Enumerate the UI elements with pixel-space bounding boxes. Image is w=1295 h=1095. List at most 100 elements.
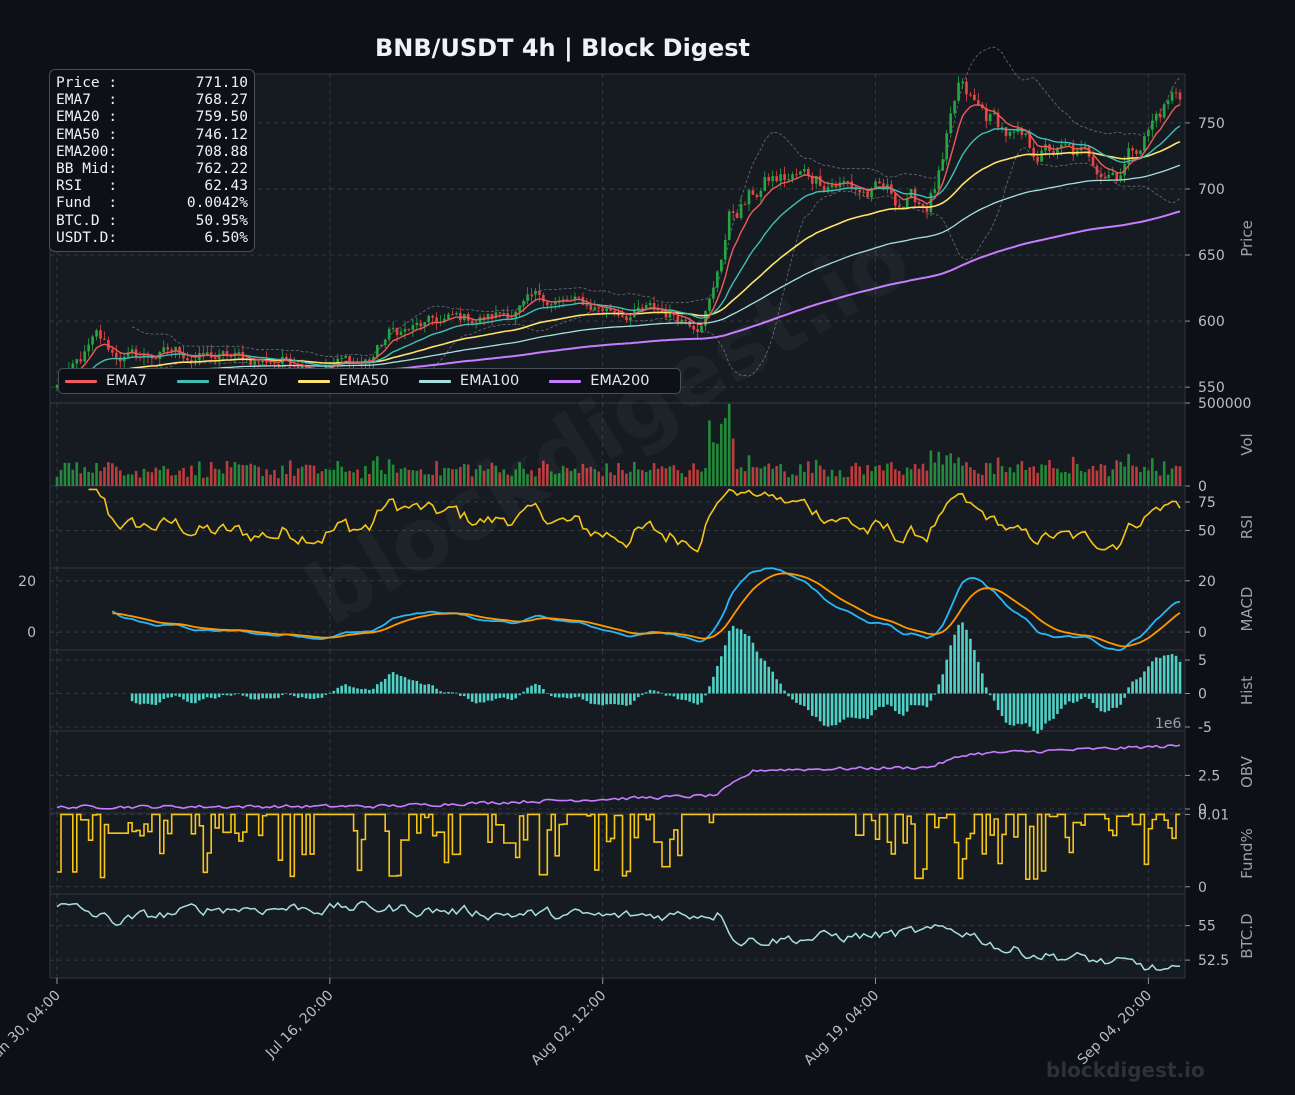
- volume-bar: [435, 460, 438, 486]
- volume-bar: [1151, 458, 1154, 486]
- volume-bar: [1174, 465, 1178, 486]
- volume-bar: [597, 471, 601, 486]
- volume-bar: [913, 464, 917, 486]
- candle-body: [178, 346, 181, 354]
- histogram-bar: [818, 693, 822, 722]
- histogram-bar: [526, 687, 529, 694]
- volume-bar: [182, 467, 185, 486]
- candle-body: [1127, 148, 1130, 164]
- candle-body: [814, 176, 818, 184]
- histogram-bar: [810, 693, 814, 716]
- candle-body: [684, 319, 688, 321]
- volume-bar: [221, 473, 225, 486]
- candle-body: [1071, 144, 1075, 156]
- candle-body: [383, 339, 387, 346]
- histogram-bar: [676, 693, 680, 700]
- candle-body: [534, 290, 537, 295]
- candle-body: [933, 189, 937, 193]
- volume-bar: [510, 475, 514, 486]
- histogram-bar: [684, 693, 688, 701]
- candle-body: [435, 317, 438, 323]
- histogram-bar: [229, 693, 233, 696]
- candle-body: [625, 316, 628, 321]
- y-tick-label: 0: [1198, 479, 1207, 495]
- candle-body: [961, 81, 964, 83]
- histogram-bar: [462, 693, 466, 697]
- volume-bar: [980, 474, 984, 486]
- volume-bar: [593, 469, 597, 486]
- histogram-bar: [929, 693, 933, 701]
- histogram-bar: [162, 693, 166, 699]
- histogram-bar: [692, 693, 695, 704]
- candle-body: [795, 174, 798, 176]
- volume-bar: [474, 469, 478, 486]
- histogram-bar: [324, 693, 328, 695]
- volume-bar: [249, 463, 253, 486]
- volume-bar: [71, 469, 75, 486]
- bollinger-lower-line: [131, 147, 1181, 386]
- histogram-bar: [731, 625, 735, 694]
- y-tick-label: 52.5: [1198, 953, 1229, 969]
- candle-body: [973, 94, 976, 101]
- y-tick-label: 0: [1198, 802, 1207, 818]
- candle-body: [494, 312, 498, 318]
- candle-body: [225, 351, 229, 356]
- candle-body: [99, 330, 102, 339]
- histogram-bar: [534, 683, 537, 694]
- volume-bar: [933, 462, 937, 486]
- candle-body: [126, 352, 130, 357]
- volume-bar: [700, 471, 703, 486]
- candle-body: [103, 338, 106, 340]
- volume-bar: [1139, 472, 1142, 486]
- histogram-bar: [221, 693, 225, 696]
- candle-body: [680, 319, 684, 323]
- volume-bar: [395, 472, 399, 486]
- candle-body: [344, 356, 347, 358]
- histogram-bar: [154, 693, 158, 706]
- volume-bar: [1016, 464, 1020, 486]
- histogram-bar: [625, 693, 628, 706]
- histogram-bar: [886, 693, 889, 705]
- candle-body: [783, 174, 786, 180]
- candle-body: [866, 191, 869, 198]
- volume-bar: [423, 474, 427, 486]
- candle-body: [1119, 175, 1122, 181]
- candle-body: [162, 347, 166, 353]
- volume-bar: [680, 473, 684, 486]
- volume-bar: [111, 463, 114, 486]
- histogram-bar: [1154, 657, 1158, 694]
- panel-obv: [49, 730, 1186, 814]
- btc-dominance-line: [56, 900, 1181, 971]
- histogram-bar: [138, 693, 142, 705]
- candle-body: [648, 303, 652, 306]
- volume-bar: [838, 470, 842, 486]
- histogram-bar: [988, 693, 992, 696]
- candle-body: [925, 206, 929, 213]
- histogram-bar: [716, 665, 719, 694]
- candle-body: [751, 190, 755, 195]
- histogram-bar: [822, 693, 826, 726]
- histogram-bar: [779, 683, 782, 694]
- y-axis-label: BTC.D: [1238, 913, 1256, 958]
- histogram-bar: [435, 688, 438, 694]
- volume-bar: [791, 474, 794, 486]
- volume-bar: [99, 471, 102, 486]
- y-tick-label: 5: [1198, 653, 1207, 669]
- volume-bar: [411, 470, 415, 486]
- histogram-bar: [1060, 693, 1063, 709]
- volume-bar: [340, 466, 344, 486]
- volume-bar: [688, 470, 691, 486]
- volume-bar: [1048, 460, 1051, 486]
- volume-bar: [846, 476, 850, 486]
- volume-bar: [95, 463, 98, 486]
- volume-bar: [882, 470, 885, 486]
- y-tick-label: 700: [1198, 182, 1225, 198]
- histogram-bar: [186, 693, 189, 702]
- histogram-bar: [1064, 693, 1067, 705]
- candle-body: [482, 317, 486, 320]
- axis-offset-label: 1e6: [1155, 716, 1182, 732]
- histogram-bar: [546, 693, 549, 694]
- candle-body: [609, 308, 612, 311]
- candle-body: [1036, 157, 1039, 162]
- candle-body: [447, 314, 450, 319]
